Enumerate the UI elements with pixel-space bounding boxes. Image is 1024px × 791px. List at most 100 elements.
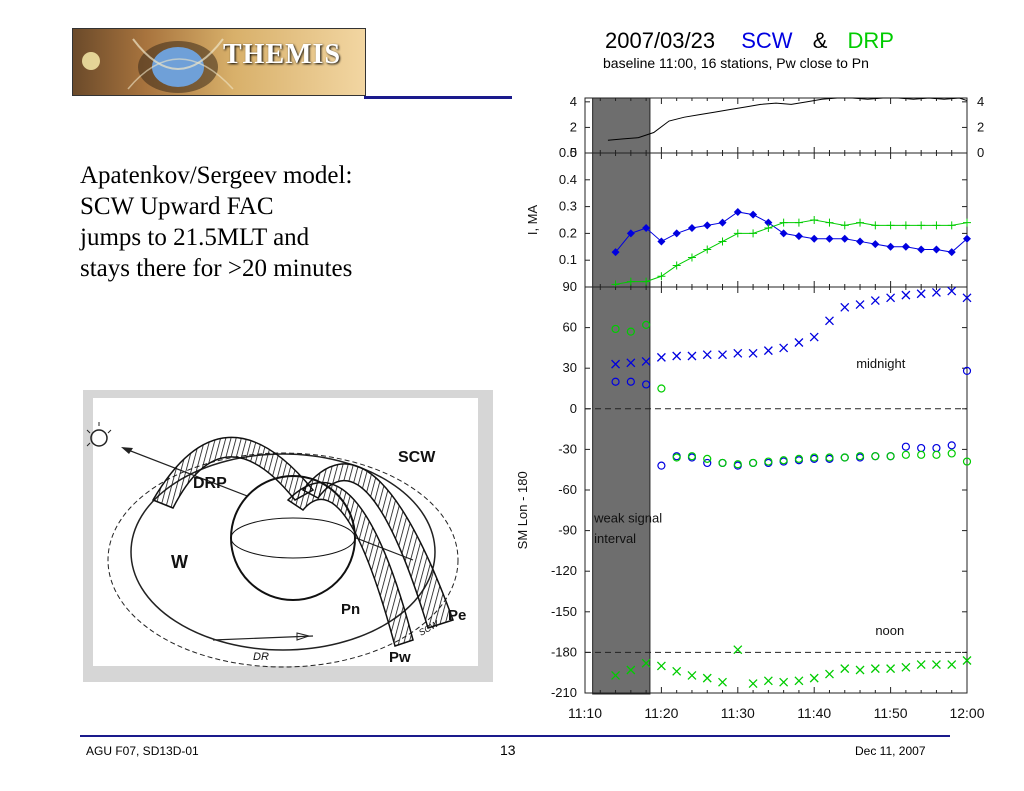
x-tick-label: 11:50 <box>874 705 908 721</box>
data-point <box>733 460 742 469</box>
y-tick-label: 60 <box>563 320 577 335</box>
data-point <box>916 660 926 670</box>
data-point <box>947 449 956 458</box>
data-point <box>963 218 971 227</box>
logo-text: THEMIS <box>223 39 342 70</box>
data-point <box>825 316 834 326</box>
x-tick-label: 12:00 <box>949 705 984 721</box>
data-point <box>657 384 666 393</box>
data-point <box>626 327 635 336</box>
data-point <box>870 664 880 674</box>
data-point <box>642 320 651 329</box>
data-point <box>748 679 758 688</box>
data-point <box>871 452 880 461</box>
data-point <box>733 229 742 238</box>
data-point <box>825 453 834 462</box>
data-point <box>626 665 636 675</box>
data-point <box>917 443 926 453</box>
data-point <box>962 293 972 303</box>
data-point <box>901 290 911 300</box>
data-point <box>932 245 941 254</box>
data-point <box>779 456 788 465</box>
data-point <box>901 242 910 251</box>
data-point <box>901 450 910 459</box>
data-point <box>932 450 941 459</box>
diagram-label-scw: SCW <box>398 449 436 466</box>
weak-signal-label: interval <box>594 531 636 546</box>
diagram-label-pe: Pe <box>448 607 466 624</box>
data-point <box>687 253 696 262</box>
data-point <box>733 348 743 358</box>
data-point <box>931 287 941 297</box>
data-point <box>886 221 895 230</box>
data-point <box>856 218 865 227</box>
chart-title-amp: & <box>812 28 828 53</box>
data-point <box>718 218 727 227</box>
data-point <box>840 302 850 312</box>
data-point <box>611 377 620 386</box>
series-line <box>615 211 968 253</box>
data-point <box>656 352 666 362</box>
data-point <box>642 380 651 389</box>
data-point <box>825 234 834 243</box>
data-point <box>657 461 666 470</box>
data-point <box>794 676 804 686</box>
data-point <box>687 452 697 461</box>
y-tick-label: 30 <box>563 360 577 375</box>
x-tick-label: 11:20 <box>644 705 678 721</box>
data-point <box>641 658 651 668</box>
data-point <box>764 457 773 466</box>
chart-title-date: 2007/03/23 <box>605 28 716 53</box>
data-point <box>749 229 758 238</box>
data-point <box>856 237 865 246</box>
series-line <box>607 97 968 141</box>
data-point <box>871 221 880 230</box>
data-point <box>840 664 850 674</box>
data-point <box>932 443 941 453</box>
current-axis-label: I, MA <box>525 205 540 236</box>
y-tick-label: 0.2 <box>559 225 577 240</box>
y-tick-label: -180 <box>551 644 577 659</box>
y-tick-label: 0 <box>570 401 577 416</box>
x-tick-label: 11:30 <box>721 705 755 721</box>
data-point <box>794 232 803 241</box>
description-line: stays there for >20 minutes <box>80 255 353 282</box>
data-point <box>794 218 803 227</box>
y-tick-label: 0.5 <box>559 145 577 160</box>
data-point <box>947 660 957 670</box>
data-point <box>672 229 681 238</box>
x-tick-label: 11:10 <box>568 705 602 721</box>
y-tick-label: 90 <box>563 279 577 294</box>
data-point <box>794 454 804 463</box>
data-point <box>886 452 895 461</box>
description-line: SCW Upward FAC <box>80 193 274 220</box>
footer-rule <box>80 735 950 737</box>
noon-label: noon <box>875 623 904 638</box>
data-point <box>733 207 742 216</box>
data-point <box>702 673 712 683</box>
data-point <box>855 300 865 310</box>
data-point <box>703 221 712 230</box>
data-point <box>947 441 956 450</box>
data-point <box>642 224 651 233</box>
y-tick-label: 0.4 <box>559 172 577 187</box>
data-point <box>764 224 773 233</box>
sun-icon <box>86 422 112 447</box>
data-point <box>764 218 773 227</box>
y-tick-label: -210 <box>551 685 577 700</box>
data-point <box>779 343 789 353</box>
data-point <box>917 450 926 459</box>
y-tick-label: -60 <box>558 482 577 497</box>
data-point <box>779 218 788 227</box>
data-point <box>855 452 865 461</box>
data-point <box>687 670 697 680</box>
data-point <box>703 245 712 254</box>
data-point <box>947 248 956 257</box>
y-tick-label: -150 <box>551 604 577 619</box>
data-point <box>672 453 681 462</box>
data-point <box>672 351 682 361</box>
longitude-axis-label: SM Lon - 180 <box>515 471 530 549</box>
data-point <box>809 332 819 342</box>
data-point <box>763 676 773 686</box>
data-point <box>779 229 788 238</box>
